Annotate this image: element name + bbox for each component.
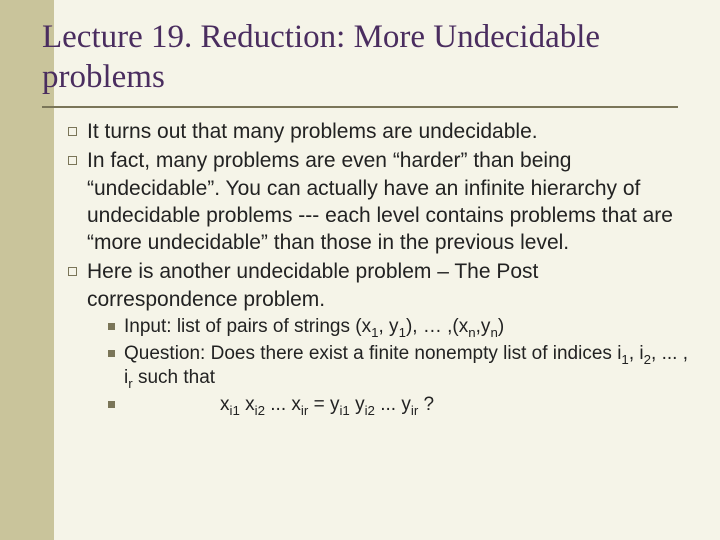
bullet-item: It turns out that many problems are unde… [68,118,688,145]
bullet-icon [108,323,115,330]
title-rule [42,106,678,108]
sub-bullet-text: Input: list of pairs of strings (x1, y1)… [124,315,504,340]
sub-bullet-item: xi1 xi2 ... xir = yi1 yi2 ... yir ? [108,393,688,418]
bullet-icon [68,156,77,165]
bullet-icon [108,350,115,357]
sub-bullet-item: Input: list of pairs of strings (x1, y1)… [108,315,688,340]
sub-bullet-item: Question: Does there exist a finite none… [108,342,688,391]
slide-content: It turns out that many problems are unde… [68,118,688,420]
bullet-icon [68,267,77,276]
sub-bullet-text: Question: Does there exist a finite none… [124,342,688,391]
bullet-item: Here is another undecidable problem – Th… [68,258,688,313]
slide-title: Lecture 19. Reduction: More Undecidable … [42,18,682,97]
bullet-text: Here is another undecidable problem – Th… [87,258,688,313]
formula-text: xi1 xi2 ... xir = yi1 yi2 ... yir ? [124,393,434,418]
bullet-icon [68,127,77,136]
bullet-icon [108,401,115,408]
bullet-item: In fact, many problems are even “harder”… [68,147,688,256]
bullet-text: It turns out that many problems are unde… [87,118,538,145]
bullet-text: In fact, many problems are even “harder”… [87,147,688,256]
